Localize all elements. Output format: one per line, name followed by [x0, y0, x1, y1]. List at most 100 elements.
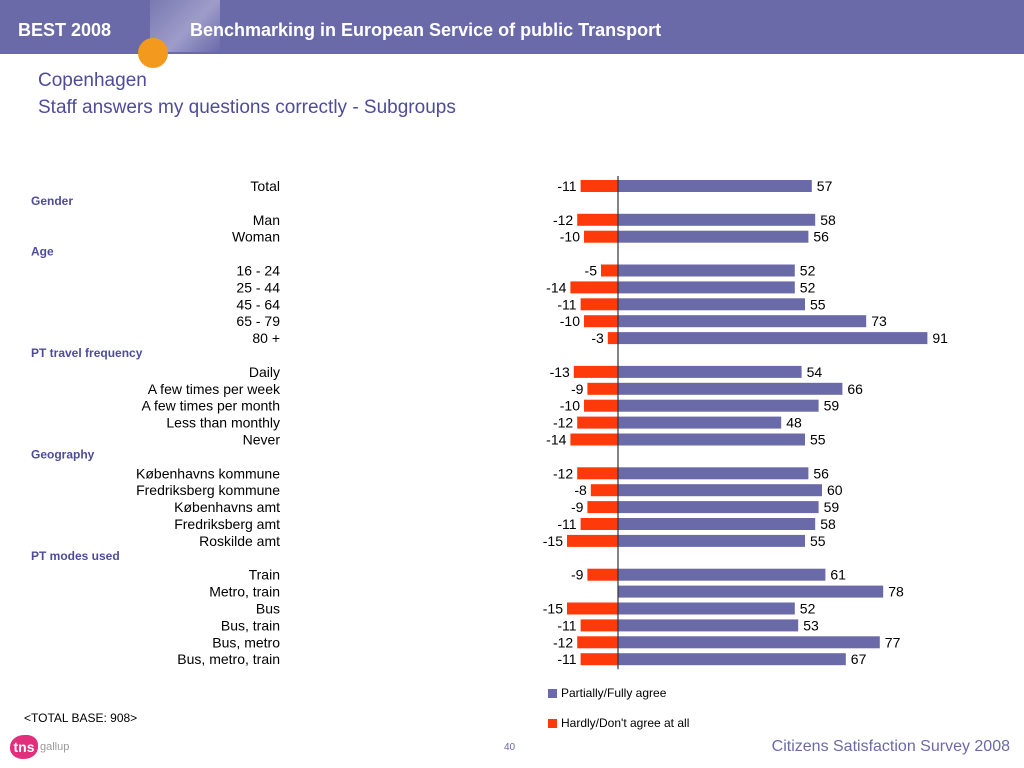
agree-value-label: 54	[807, 364, 823, 380]
row-label: Daily	[249, 364, 280, 380]
agree-value-label: 48	[786, 415, 802, 431]
disagree-bar	[577, 213, 618, 226]
group-label: PT travel frequency	[31, 346, 143, 360]
row-label: Bus	[256, 601, 280, 617]
agree-bar	[618, 518, 816, 530]
legend-disagree-label: Hardly/Don't agree at all	[561, 716, 690, 730]
group-label: Geography	[31, 447, 95, 461]
agree-value-label: 67	[851, 651, 867, 667]
row-label: Never	[243, 432, 281, 448]
row-label: 16 - 24	[236, 263, 280, 279]
agree-value-label: 55	[810, 533, 826, 549]
disagree-bar	[590, 484, 618, 497]
disagree-value-label: -15	[543, 533, 563, 549]
disagree-bar	[577, 636, 618, 649]
legend-disagree-swatch	[548, 719, 557, 729]
agree-bar	[618, 315, 867, 328]
disagree-value-label: -13	[550, 364, 570, 380]
disagree-value-label: -14	[546, 279, 566, 295]
agree-bar	[618, 298, 805, 311]
disagree-value-label: -3	[591, 330, 604, 346]
row-label: 80 +	[252, 330, 280, 346]
row-label: Bus, metro, train	[177, 651, 280, 667]
agree-value-label: 53	[803, 617, 819, 633]
agree-value-label: 52	[800, 263, 816, 279]
disagree-value-label: -12	[553, 212, 573, 228]
agree-bar	[618, 382, 843, 395]
tns-gallup-logo: tns gallup	[10, 735, 69, 759]
agree-value-label: 58	[820, 516, 836, 532]
agree-value-label: 73	[871, 313, 887, 329]
row-label: 45 - 64	[236, 296, 280, 312]
disagree-bar	[587, 501, 618, 514]
agree-bar	[618, 501, 819, 514]
agree-bar	[618, 281, 795, 294]
row-label: 25 - 44	[236, 279, 280, 295]
legend-agree: Partially/Fully agree	[548, 686, 666, 700]
header-bar: BEST 2008 Benchmarking in European Servi…	[0, 0, 1024, 68]
legend-agree-swatch	[548, 689, 557, 699]
row-label: Total	[250, 178, 280, 194]
disagree-bar	[587, 568, 618, 581]
disagree-bar	[577, 467, 618, 480]
row-label: Fredriksberg amt	[174, 516, 280, 532]
disagree-bar	[580, 180, 618, 192]
row-label: Less than monthly	[166, 415, 280, 431]
agree-value-label: 61	[830, 567, 846, 583]
agree-value-label: 59	[824, 499, 840, 515]
row-label: 65 - 79	[236, 313, 280, 329]
disagree-bar	[567, 602, 618, 615]
disagree-value-label: -12	[553, 415, 573, 431]
disagree-value-label: -11	[557, 296, 576, 312]
row-label: Metro, train	[209, 584, 280, 600]
agree-value-label: 52	[800, 601, 816, 617]
disagree-value-label: -11	[557, 516, 576, 532]
disagree-bar	[573, 365, 618, 378]
agree-bar	[618, 365, 802, 378]
group-label: Gender	[31, 194, 73, 208]
gallup-logo-text: gallup	[40, 741, 70, 753]
row-label: A few times per week	[148, 381, 281, 397]
agree-value-label: 55	[810, 432, 826, 448]
disagree-bar	[580, 298, 618, 311]
group-label: Age	[31, 245, 54, 259]
brand-label: BEST 2008	[18, 20, 112, 40]
agree-bar	[618, 653, 846, 666]
group-label: PT modes used	[31, 549, 120, 563]
agree-bar	[618, 230, 809, 243]
agree-bar	[618, 619, 799, 632]
diverging-bar-chart: Total 57 -11 Gender Man 58 -12 Woman 56 -10 Age 16 …	[31, 176, 948, 670]
disagree-value-label: -12	[553, 634, 573, 650]
row-label: A few times per month	[141, 398, 280, 414]
disagree-bar	[567, 534, 618, 547]
agree-value-label: 52	[800, 279, 816, 295]
disagree-value-label: -5	[585, 263, 598, 279]
agree-bar	[618, 484, 822, 497]
disagree-value-label: -9	[571, 381, 584, 397]
disagree-bar	[580, 619, 618, 632]
disagree-value-label: -11	[557, 651, 576, 667]
agree-bar	[618, 399, 819, 412]
page-number: 40	[504, 742, 516, 753]
agree-value-label: 58	[820, 212, 836, 228]
disagree-value-label: -9	[571, 567, 584, 583]
disagree-value-label: -9	[571, 499, 584, 515]
agree-bar	[618, 467, 809, 480]
agree-bar	[618, 332, 928, 345]
agree-value-label: 77	[885, 634, 901, 650]
disagree-value-label: -11	[557, 178, 576, 194]
page-subtitle: Staff answers my questions correctly - S…	[38, 97, 456, 118]
orange-dot-decoration	[138, 38, 168, 68]
agree-value-label: 60	[827, 482, 843, 498]
agree-bar	[618, 568, 826, 581]
disagree-value-label: -10	[560, 398, 580, 414]
disagree-value-label: -10	[560, 313, 580, 329]
survey-name: Citizens Satisfaction Survey 2008	[771, 738, 1010, 755]
disagree-value-label: -10	[560, 229, 580, 245]
agree-bar	[618, 416, 782, 429]
agree-bar	[618, 636, 880, 649]
disagree-bar	[570, 433, 618, 446]
disagree-bar	[584, 315, 618, 328]
disagree-bar	[580, 518, 618, 530]
row-label: Bus, train	[221, 617, 280, 633]
